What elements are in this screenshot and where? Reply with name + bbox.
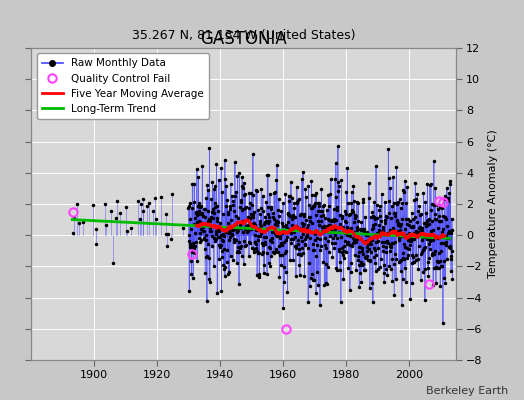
- Text: 35.267 N, 81.134 W (United States): 35.267 N, 81.134 W (United States): [132, 29, 355, 42]
- Title: GASTONIA: GASTONIA: [200, 30, 287, 48]
- Text: Berkeley Earth: Berkeley Earth: [426, 386, 508, 396]
- Legend: Raw Monthly Data, Quality Control Fail, Five Year Moving Average, Long-Term Tren: Raw Monthly Data, Quality Control Fail, …: [37, 53, 209, 119]
- Y-axis label: Temperature Anomaly (°C): Temperature Anomaly (°C): [488, 130, 498, 278]
